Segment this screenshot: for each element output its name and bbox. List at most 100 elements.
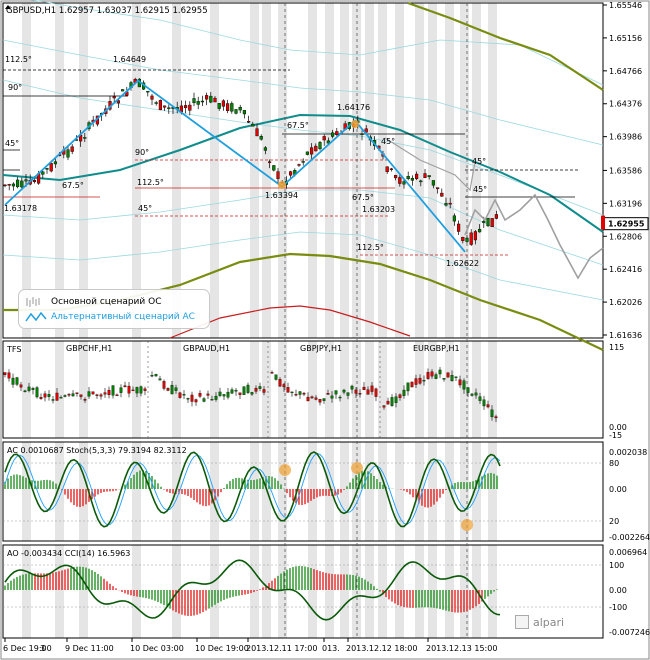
candle-body (20, 180, 24, 188)
candle-body (427, 175, 431, 178)
candle-body (255, 128, 259, 137)
tfs-candle (123, 385, 127, 388)
session-band (340, 442, 349, 541)
tfs-candle (23, 390, 27, 393)
ao-axis-label: 0.00 (609, 586, 627, 595)
tfs-candle (127, 385, 131, 394)
candle-body (398, 177, 402, 184)
tfs-candle (226, 391, 230, 398)
tfs-candle (422, 379, 426, 382)
price-tick-label: 1.63986 (609, 133, 642, 142)
panel-frame-ac (2, 441, 604, 542)
candle-body (150, 95, 154, 100)
candle-body (457, 223, 461, 232)
swing-label: 1.64176 (337, 103, 370, 112)
candle-body (419, 180, 423, 183)
swing-label: 1.63203 (362, 205, 395, 214)
session-band (325, 341, 334, 438)
tfs-candle (382, 405, 386, 408)
tfs-candle (190, 394, 194, 402)
time-tick-label: 2013.12.13 15:00 (426, 644, 497, 653)
candle-body (263, 147, 267, 151)
candle-body (473, 231, 477, 241)
ac-axis-label: -0.002264 (609, 533, 650, 542)
candle-body (3, 184, 7, 187)
session-band (395, 442, 404, 541)
candle-body (436, 187, 440, 190)
tfs-candle (218, 391, 222, 396)
angle-label: 112.5° (5, 55, 32, 64)
tfs-candle (11, 377, 15, 385)
ac-pivot-marker (351, 462, 363, 474)
candle-body (246, 121, 251, 123)
session-band (210, 3, 219, 338)
tfs-candle (83, 399, 87, 401)
candle-body (200, 100, 204, 103)
session-band (278, 545, 287, 638)
tfs-candle (478, 396, 482, 401)
angle-label: 112.5° (137, 178, 164, 187)
candle-body (444, 202, 448, 206)
session-band (325, 545, 334, 638)
candle-body (440, 192, 444, 197)
legend-alt-label: Альтернативный сценарий АС (51, 312, 195, 322)
tfs-candle (414, 378, 418, 385)
tfs-candle (103, 392, 107, 395)
candle-body (238, 107, 242, 111)
header-triangle-icon (5, 5, 11, 9)
session-band (55, 442, 64, 541)
angle-label: 90° (135, 148, 149, 157)
session-band (352, 3, 361, 338)
candle-body (469, 232, 473, 245)
session-band (308, 442, 317, 541)
session-band (488, 442, 497, 541)
session-band (395, 341, 404, 438)
swing-label: 1.62622 (446, 259, 479, 268)
tfs-candle (286, 387, 290, 393)
session-band (352, 545, 361, 638)
session-band (22, 545, 31, 638)
tfs-candle (358, 393, 362, 395)
candle-body (385, 166, 389, 172)
angle-label: 67.5° (62, 181, 84, 190)
price-tick-label: 1.65546 (609, 1, 642, 10)
tfs-candle (398, 394, 402, 398)
session-band (445, 341, 454, 438)
candle-body (112, 96, 116, 99)
price-tick-label: 1.62806 (609, 232, 642, 241)
session-band (365, 442, 374, 541)
tfs-pair-label: GBPJPY,H1 (300, 344, 342, 353)
panel-frame-main (2, 2, 604, 339)
tfs-pair-label: GBPCHF,H1 (66, 344, 112, 353)
legend-item-alt: Альтернативный сценарий АС (25, 310, 195, 324)
session-band (308, 3, 317, 338)
candle-body (70, 146, 74, 152)
session-band (460, 341, 469, 438)
price-tick-label: 1.65156 (609, 34, 642, 43)
session-band (325, 3, 334, 338)
tfs-candle (458, 379, 462, 386)
envelope-low-2 (2, 231, 604, 301)
tfs-candle (454, 376, 458, 378)
tfs-candle (494, 416, 498, 419)
session-band (428, 545, 437, 638)
candle-body (120, 89, 125, 92)
tfs-candle (230, 389, 234, 394)
tfs-candle (150, 375, 154, 377)
session-band (22, 442, 31, 541)
candle-body (478, 228, 482, 233)
candle-body (167, 107, 171, 109)
angle-label: 45° (473, 185, 487, 194)
tfs-candle (158, 378, 162, 381)
session-band (79, 341, 88, 438)
session-band (210, 341, 219, 438)
ac-pivot-marker (461, 519, 473, 531)
session-band (340, 545, 349, 638)
candle-body (16, 179, 20, 188)
price-tick-label: 1.64376 (609, 100, 642, 109)
candle-body (490, 218, 494, 228)
legend-item-main: Основной сценарий ОС (25, 295, 161, 309)
main-scenario-line (464, 193, 604, 280)
